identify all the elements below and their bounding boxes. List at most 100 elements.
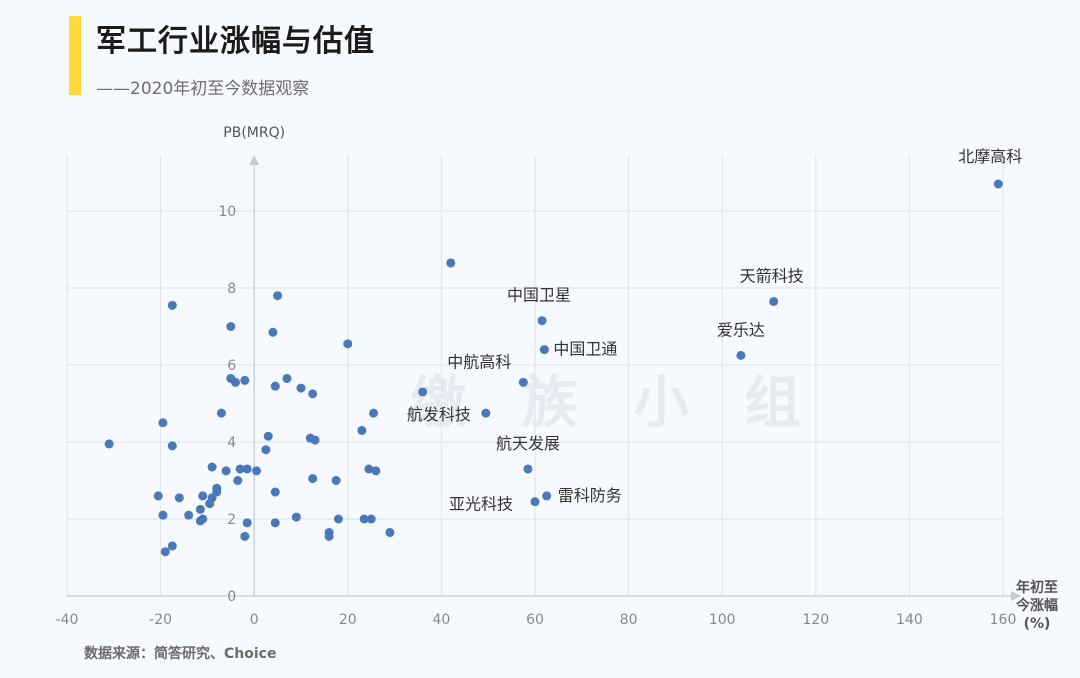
labeled-point (539, 345, 549, 355)
y-tick-label: 2 (227, 512, 236, 528)
scatter-point (167, 300, 177, 310)
scatter-point (153, 491, 163, 501)
labeled-point (537, 316, 547, 326)
scatter-point (233, 476, 243, 485)
x-tick-label: 0 (250, 612, 259, 628)
x-axis-arrow (1011, 591, 1021, 601)
labeled-point (518, 377, 528, 387)
labeled-point (523, 464, 533, 474)
scatter-point (252, 466, 262, 476)
scatter-point (359, 514, 369, 524)
x-tick-label: 80 (620, 612, 638, 628)
labeled-point (542, 491, 552, 501)
y-tick-label: 0 (227, 589, 236, 605)
labeled-point (993, 179, 1003, 189)
scatter-point (291, 512, 301, 522)
labeled-point (481, 408, 491, 418)
scatter-point (226, 322, 236, 331)
scatter-point (184, 510, 194, 520)
labeled-point (736, 350, 746, 360)
scatter-point (167, 441, 177, 451)
scatter-point (104, 439, 114, 449)
point-label: 中国卫星 (507, 286, 571, 305)
scatter-point (270, 487, 280, 497)
scatter-point (343, 339, 353, 349)
x-axis-title: 年初至 (1016, 579, 1058, 596)
chart-title: 军工行业涨幅与估值 (96, 24, 375, 59)
y-tick-label: 6 (227, 358, 236, 374)
x-tick-label: 160 (990, 612, 1017, 628)
x-tick-label: -40 (56, 612, 79, 628)
scatter-point (324, 527, 334, 537)
scatter-point (263, 431, 273, 441)
scatter-point (310, 435, 320, 445)
x-tick-label: 40 (432, 612, 450, 628)
scatter-point (221, 466, 231, 476)
x-axis-title: 今涨幅 (1015, 597, 1058, 614)
scatter-point (270, 381, 280, 391)
source-note: 数据来源：简答研究、Choice (84, 646, 277, 662)
scatter-point (369, 408, 379, 418)
scatter-point (385, 527, 395, 537)
scatter-point (235, 464, 245, 474)
point-label: 亚光科技 (449, 495, 513, 514)
scatter-point (207, 462, 217, 472)
point-label: 航天发展 (496, 434, 560, 453)
point-label: 航发科技 (407, 405, 471, 424)
scatter-point (357, 425, 367, 435)
scatter-point (242, 518, 252, 528)
point-label: 中国卫通 (553, 340, 617, 359)
y-axis-title: PB(MRQ) (223, 125, 285, 141)
scatter-point (273, 291, 283, 301)
watermark: 缴 族 小 组 (410, 371, 819, 436)
scatter-point (174, 493, 184, 503)
y-tick-label: 4 (227, 435, 236, 451)
labeled-point (530, 497, 540, 507)
scatter-point (212, 483, 222, 493)
scatter-point (418, 387, 428, 397)
x-axis-title: (%) (1024, 616, 1051, 632)
scatter-point (296, 383, 306, 393)
scatter-point (308, 389, 318, 399)
scatter-point (446, 258, 456, 268)
scatter-point (270, 518, 280, 528)
scatter-point (198, 514, 208, 524)
x-tick-label: 100 (709, 612, 736, 628)
point-label: 爱乐达 (717, 320, 765, 339)
scatter-point (216, 408, 226, 418)
scatter-point (195, 504, 205, 514)
y-tick-label: 10 (218, 204, 236, 220)
scatter-point (333, 514, 343, 524)
x-tick-label: 120 (802, 612, 829, 628)
scatter-point (198, 491, 208, 501)
scatter-point (364, 464, 374, 474)
scatter-point (167, 541, 177, 551)
scatter-point (160, 547, 170, 557)
scatter-point (230, 377, 240, 387)
x-tick-label: 60 (526, 612, 544, 628)
x-tick-label: 20 (339, 612, 357, 628)
y-tick-label: 8 (227, 281, 236, 297)
title-accent-bar (69, 16, 81, 95)
scatter-point (261, 445, 271, 455)
chart-subtitle: ——2020年初至今数据观察 (96, 79, 310, 99)
point-label: 中航高科 (447, 352, 511, 371)
x-tick-label: 140 (896, 612, 923, 628)
scatter-point (158, 510, 168, 520)
scatter-point (240, 531, 250, 541)
scatter-point (158, 418, 168, 428)
scatter-point (308, 474, 318, 484)
y-axis-arrow (249, 155, 260, 165)
scatter-point (366, 514, 376, 524)
point-label: 北摩高科 (958, 147, 1022, 166)
scatter-point (240, 375, 250, 385)
scatter-point (268, 327, 278, 337)
point-label: 天箭科技 (740, 266, 804, 285)
scatter-point (282, 373, 292, 383)
labeled-point (769, 296, 779, 306)
x-tick-label: -20 (149, 612, 172, 628)
scatter-point (242, 464, 252, 474)
point-label: 雷科防务 (558, 486, 622, 505)
scatter-point (371, 466, 381, 476)
